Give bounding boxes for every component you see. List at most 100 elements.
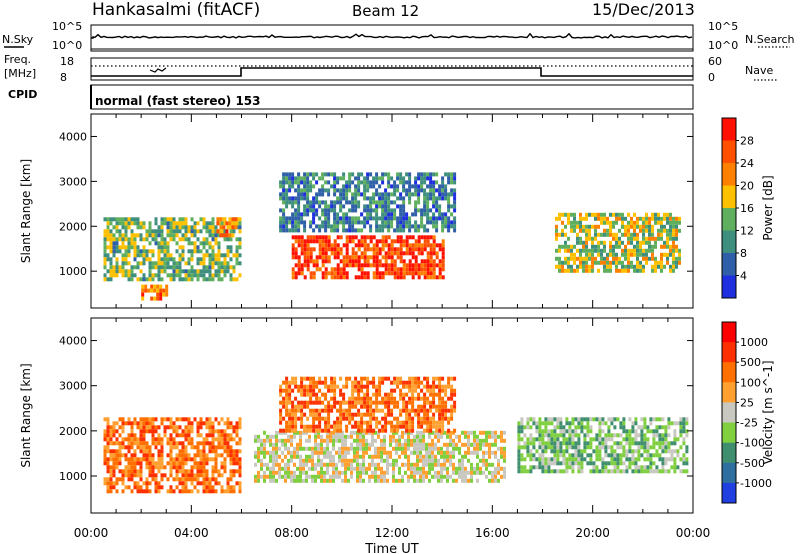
echo-cell <box>303 404 307 409</box>
echo-cell <box>417 196 421 201</box>
echo-cell <box>112 449 116 454</box>
echo-cell <box>300 251 304 256</box>
echo-cell <box>302 430 305 435</box>
echo-cell <box>266 438 269 443</box>
echo-cell <box>291 176 295 181</box>
echo-cell <box>187 441 191 446</box>
echo-cell <box>285 204 289 209</box>
echo-cell <box>299 478 302 483</box>
echo-cell <box>389 462 392 467</box>
echo-cell <box>345 184 349 189</box>
echo-cell <box>160 265 164 270</box>
echo-cell <box>345 220 349 225</box>
echo-cell <box>366 216 370 221</box>
echo-cell <box>214 477 218 482</box>
echo-cell <box>211 441 215 446</box>
echo-cell <box>303 180 307 185</box>
echo-cell <box>357 247 361 252</box>
echo-cell <box>238 489 242 494</box>
echo-cell <box>577 469 581 474</box>
echo-cell <box>544 441 548 446</box>
echo-cell <box>660 228 663 233</box>
echo-cell <box>226 481 230 486</box>
echo-cell <box>438 216 442 221</box>
echo-cell <box>366 404 370 409</box>
echo-cell <box>254 462 257 467</box>
echo-cell <box>345 384 349 389</box>
echo-cell <box>387 216 391 221</box>
echo-cell <box>399 228 403 233</box>
echo-cell <box>645 240 648 245</box>
echo-cell <box>181 461 185 466</box>
echo-cell <box>127 433 131 438</box>
echo-cell <box>648 236 651 241</box>
echo-cell <box>315 200 319 205</box>
echo-cell <box>625 429 629 434</box>
echo-cell <box>622 449 626 454</box>
echo-cell <box>609 240 612 245</box>
echo-cell <box>491 442 494 447</box>
echo-cell <box>278 470 281 475</box>
echo-cell <box>682 417 686 422</box>
echo-cell <box>652 461 656 466</box>
echo-cell <box>405 267 409 272</box>
echo-cell <box>559 445 563 450</box>
echo-cell <box>231 217 235 222</box>
echo-cell <box>187 489 191 494</box>
echo-cell <box>588 248 591 253</box>
echo-cell <box>175 265 179 270</box>
echo-cell <box>312 200 316 205</box>
echo-cell <box>405 216 409 221</box>
echo-cell <box>393 400 397 405</box>
echo-cell <box>282 200 286 205</box>
echo-cell <box>402 392 406 397</box>
echo-cell <box>333 251 337 256</box>
echo-cell <box>544 461 548 466</box>
echo-cell <box>408 228 412 233</box>
echo-cell <box>356 478 359 483</box>
echo-cell <box>429 216 433 221</box>
echo-cell <box>607 461 611 466</box>
echo-cell <box>453 220 457 225</box>
nsky-tick-bottom: 10^0 <box>52 39 82 52</box>
echo-cell <box>396 267 400 272</box>
echo-cell <box>429 251 433 256</box>
echo-cell <box>435 188 439 193</box>
echo-cell <box>634 433 638 438</box>
echo-cell <box>378 428 382 433</box>
echo-cell <box>136 221 140 226</box>
echo-cell <box>372 200 376 205</box>
echo-cell <box>565 421 569 426</box>
echo-cell <box>401 446 404 451</box>
echo-cell <box>417 208 421 213</box>
echo-cell <box>609 260 612 265</box>
echo-cell <box>342 228 346 233</box>
echo-cell <box>357 380 361 385</box>
colorbar-swatch <box>722 362 736 383</box>
echo-cell <box>444 224 448 229</box>
echo-cell <box>594 260 597 265</box>
echo-cell <box>413 442 416 447</box>
echo-cell <box>217 453 221 458</box>
echo-cell <box>342 172 346 177</box>
echo-cell <box>435 255 439 260</box>
echo-cell <box>345 263 349 268</box>
echo-cell <box>318 228 322 233</box>
echo-cell <box>576 248 579 253</box>
echo-cell <box>458 462 461 467</box>
echo-cell <box>282 220 286 225</box>
echo-cell <box>417 271 421 276</box>
echo-cell <box>169 225 173 230</box>
echo-cell <box>205 433 209 438</box>
echo-cell <box>150 284 154 289</box>
echo-cell <box>124 261 128 266</box>
echo-cell <box>136 425 140 430</box>
echo-cell <box>503 474 506 479</box>
echo-cell <box>223 253 227 258</box>
echo-cell <box>351 220 355 225</box>
echo-cell <box>555 264 558 269</box>
echo-cell <box>362 478 365 483</box>
echo-cell <box>374 450 377 455</box>
echo-cell <box>315 224 319 229</box>
echo-cell <box>568 437 572 442</box>
